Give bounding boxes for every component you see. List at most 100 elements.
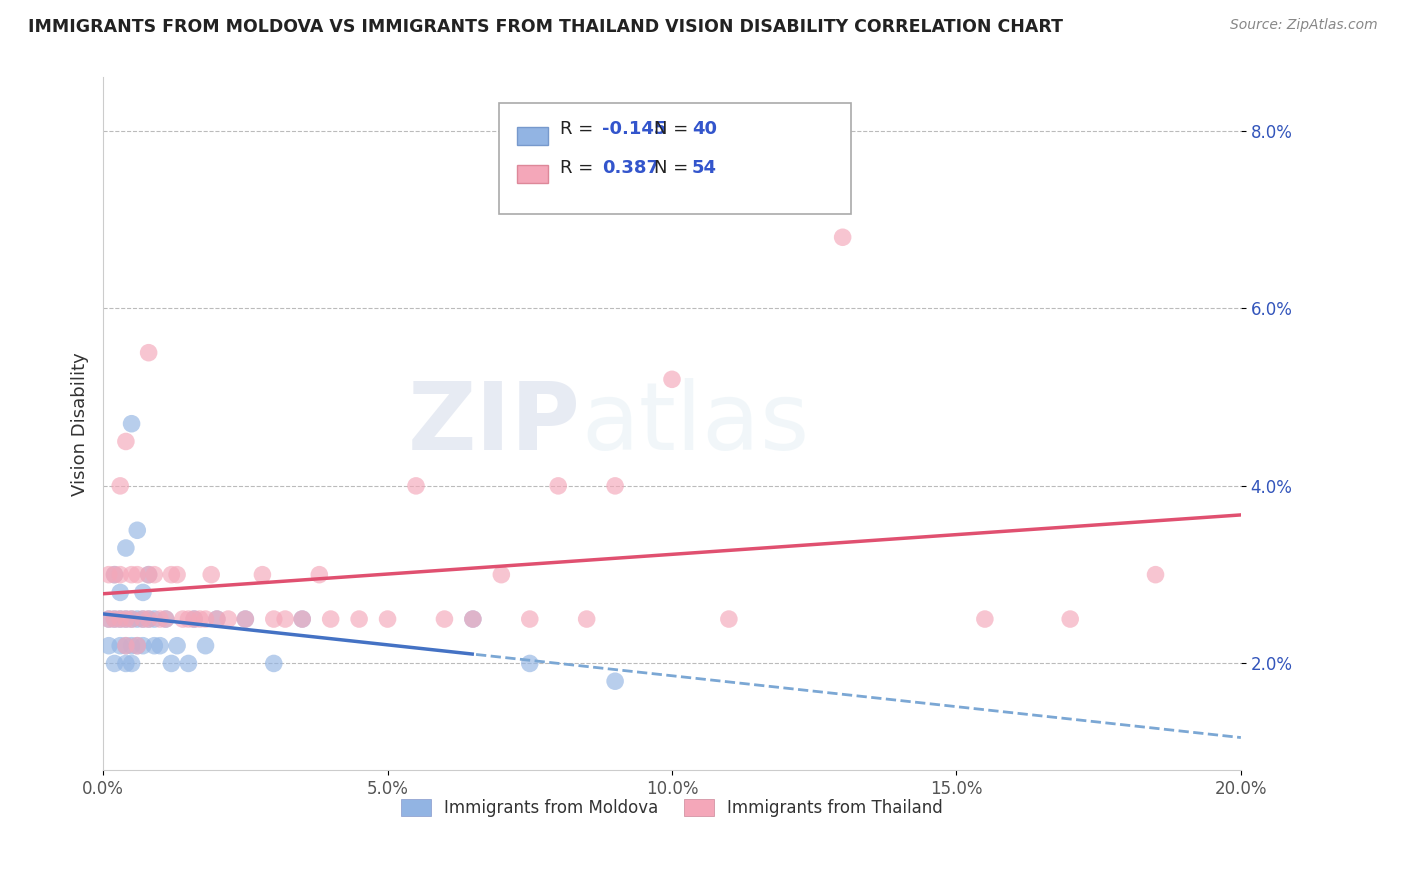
Point [263,612,285,626]
Legend: Immigrants from Moldova, Immigrants from Thailand: Immigrants from Moldova, Immigrants from… [395,792,949,824]
Point [143,639,166,653]
Text: R =: R = [560,120,599,138]
Point [183,612,205,626]
Point [603,674,626,689]
Point [205,612,228,626]
Point [138,567,160,582]
Point [274,612,297,626]
Point [347,612,370,626]
Point [132,639,155,653]
Point [132,612,155,626]
Text: 0.387: 0.387 [602,159,659,177]
Point [149,612,172,626]
Point [177,657,200,671]
Text: N =: N = [654,120,693,138]
Text: ZIP: ZIP [408,377,581,470]
Text: 54: 54 [692,159,717,177]
Point [108,639,131,653]
Point [433,612,456,626]
Y-axis label: Vision Disability: Vision Disability [72,351,89,496]
Point [97,639,120,653]
Point [108,479,131,493]
Point [252,567,274,582]
Point [149,639,172,653]
Point [121,567,143,582]
Point [547,479,569,493]
Point [121,612,143,626]
Point [108,567,131,582]
Point [172,612,194,626]
Point [291,612,314,626]
Point [138,612,160,626]
Point [97,612,120,626]
Point [121,417,143,431]
Point [132,612,155,626]
Point [138,567,160,582]
Point [217,612,239,626]
Text: atlas: atlas [581,377,810,470]
Point [831,230,853,244]
Point [519,612,541,626]
Point [115,434,138,449]
Text: N =: N = [654,159,693,177]
Point [138,345,160,359]
Point [103,612,125,626]
Point [377,612,399,626]
Point [115,612,138,626]
Point [205,612,228,626]
Point [1059,612,1081,626]
Point [183,612,205,626]
Text: -0.145: -0.145 [602,120,666,138]
Point [461,612,484,626]
Point [160,657,183,671]
Point [127,639,149,653]
Point [291,612,314,626]
Point [115,639,138,653]
Point [143,612,166,626]
Point [108,612,131,626]
Point [233,612,256,626]
Point [97,612,120,626]
Point [188,612,211,626]
Point [973,612,995,626]
Point [143,567,166,582]
Point [160,567,183,582]
Point [308,567,330,582]
Point [115,657,138,671]
Text: Source: ZipAtlas.com: Source: ZipAtlas.com [1230,18,1378,32]
Point [138,612,160,626]
Point [491,567,513,582]
Point [121,612,143,626]
Point [233,612,256,626]
Point [103,657,125,671]
Point [603,479,626,493]
Point [319,612,342,626]
Text: R =: R = [560,159,599,177]
Point [127,523,149,537]
Point [103,612,125,626]
Point [194,639,217,653]
Point [103,567,125,582]
Point [115,541,138,555]
Point [97,567,120,582]
Text: IMMIGRANTS FROM MOLDOVA VS IMMIGRANTS FROM THAILAND VISION DISABILITY CORRELATIO: IMMIGRANTS FROM MOLDOVA VS IMMIGRANTS FR… [28,18,1063,36]
Text: 40: 40 [692,120,717,138]
Point [717,612,740,626]
Point [121,639,143,653]
Point [519,657,541,671]
Point [127,567,149,582]
Point [115,612,138,626]
Point [461,612,484,626]
Point [132,585,155,599]
Point [127,612,149,626]
Point [1144,567,1167,582]
Point [661,372,683,386]
Point [108,585,131,599]
Point [103,567,125,582]
Point [115,639,138,653]
Point [263,657,285,671]
Point [166,639,188,653]
Point [177,612,200,626]
Point [155,612,177,626]
Point [575,612,598,626]
